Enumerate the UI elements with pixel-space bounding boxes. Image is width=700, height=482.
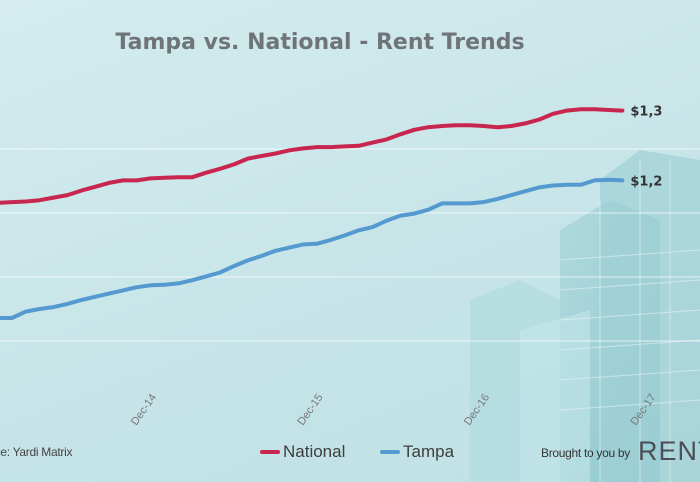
- brand-logo: RENT: [638, 436, 700, 466]
- legend-label-national: National: [283, 442, 346, 461]
- background-buildings: [470, 150, 700, 482]
- end-label-national: $1,3: [630, 105, 662, 120]
- x-tick-label: Dec-15: [295, 392, 325, 428]
- series-lines: [0, 107, 625, 320]
- legend-swatch-national: [260, 450, 280, 454]
- series-line-tampa: [0, 177, 625, 320]
- series-line-national: [0, 107, 625, 205]
- gridlines: [0, 148, 700, 342]
- x-tick-label: Dec-14: [129, 392, 159, 428]
- end-label-tampa: $1,2: [630, 174, 662, 189]
- chart-title: Tampa vs. National - Rent Trends: [115, 30, 525, 55]
- brought-by-label: Brought to you by: [541, 446, 630, 460]
- legend-item-national: National: [260, 442, 345, 462]
- legend-swatch-tampa: [380, 450, 400, 454]
- legend-label-tampa: Tampa: [403, 442, 455, 461]
- legend-item-tampa: Tampa: [380, 442, 454, 462]
- end-labels: $1,3 $1,2: [630, 105, 662, 190]
- source-label: rce: Yardi Matrix: [0, 445, 73, 459]
